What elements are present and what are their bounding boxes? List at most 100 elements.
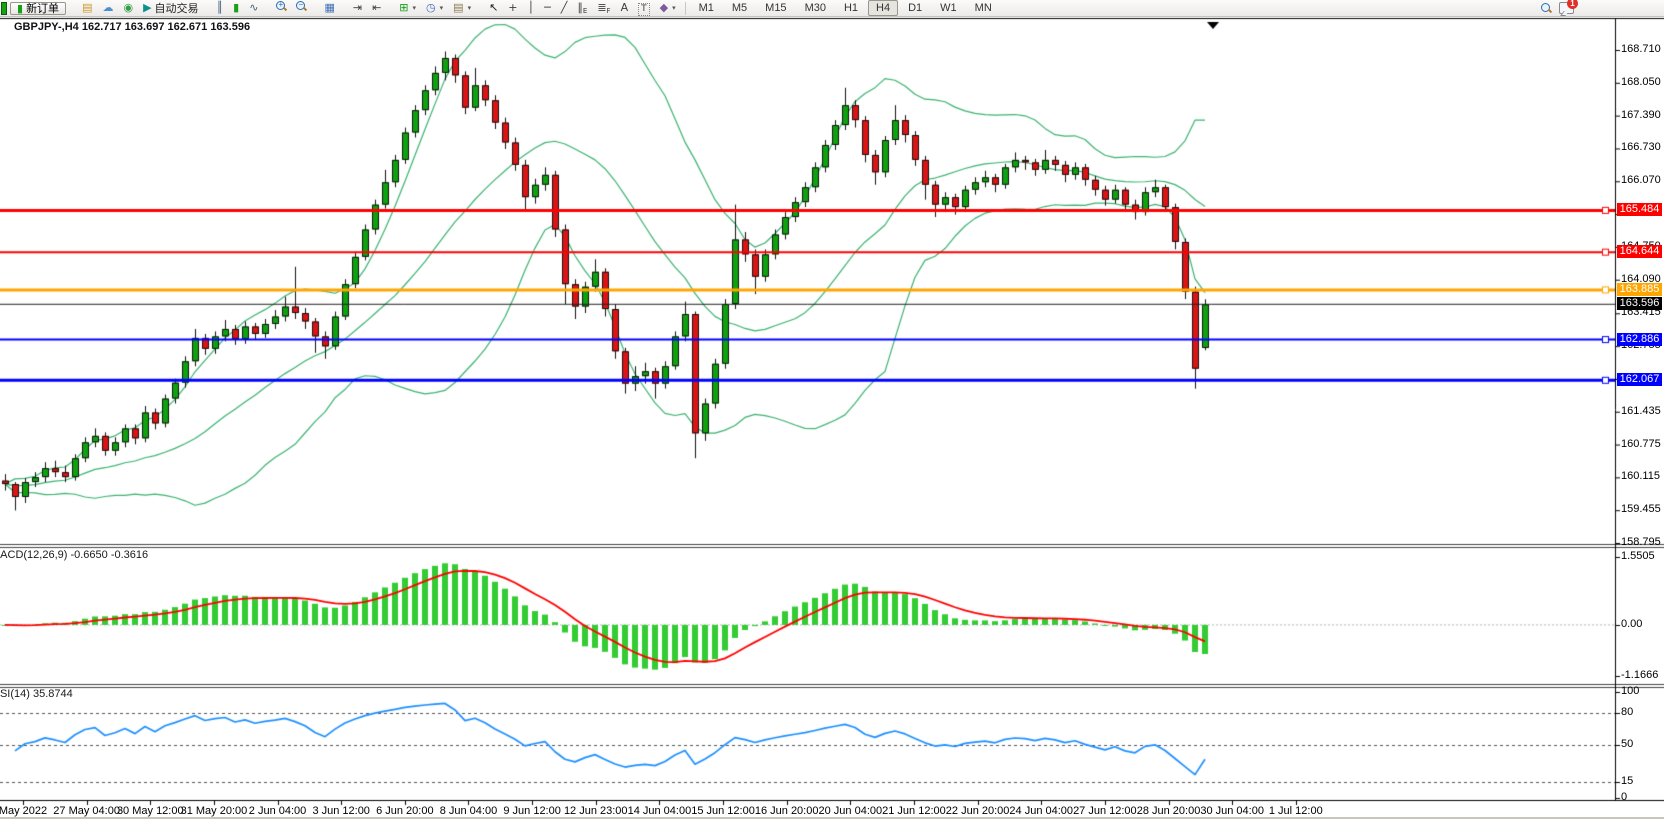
toolbar-separator bbox=[684, 1, 686, 15]
level-label-163.885[interactable]: 163.885 bbox=[1617, 282, 1662, 296]
time-axis-label: 31 May 20:00 bbox=[180, 805, 248, 817]
chart-shift-icon: ⇤ bbox=[372, 1, 382, 15]
ohlc-bars-icon: ║ bbox=[216, 1, 224, 15]
rsi-tick-label: 100 bbox=[1621, 685, 1640, 697]
rsi-tick-label: 15 bbox=[1621, 775, 1634, 787]
market-community-icon: ☁ bbox=[102, 1, 114, 15]
time-axis-label: 9 Jun 12:00 bbox=[503, 805, 561, 817]
auto-trading-button[interactable]: ▶ 自动交易 bbox=[138, 0, 203, 15]
time-axis-label: 6 Jun 20:00 bbox=[376, 805, 434, 817]
text-icon: A bbox=[620, 1, 629, 15]
chart-canvas[interactable] bbox=[0, 17, 1664, 819]
price-tick-label: 166.730 bbox=[1621, 141, 1661, 154]
candle-stub-icon bbox=[1, 1, 7, 15]
time-axis-label: 3 Jun 12:00 bbox=[312, 805, 370, 817]
price-tick-label: 168.710 bbox=[1621, 43, 1661, 55]
vertical-line-button[interactable]: │ bbox=[523, 0, 540, 15]
timeframe-mn[interactable]: MN bbox=[974, 2, 992, 14]
time-axis-label: 15 Jun 12:00 bbox=[691, 805, 755, 817]
profiles-button[interactable]: ▤ bbox=[77, 0, 97, 15]
fibonacci-button[interactable]: ≣F bbox=[592, 1, 615, 17]
level-label-162.067[interactable]: 162.067 bbox=[1617, 373, 1662, 387]
zoom-out-button[interactable]: − bbox=[291, 0, 311, 14]
zoom-in-button[interactable]: + bbox=[271, 0, 291, 14]
search-icon[interactable] bbox=[1541, 3, 1551, 13]
timeframe-m5[interactable]: M5 bbox=[731, 2, 748, 14]
candlestick-chart-icon: ▮ bbox=[233, 1, 240, 15]
zoom-in-icon: + bbox=[276, 0, 286, 11]
toolbar: ▮ 新订单 ▤ ☁ ◉ ▶ 自动交易 ║ ▮ ∿ + − ▦ ⇥ ⇤ ⊞ ▾ ◷ ▾ ▤ ▾ ↖ + │ ─ ╱ ∥E ≣F A T ◆… bbox=[0, 0, 1664, 17]
time-axis-label: 20 Jun 04:00 bbox=[818, 805, 883, 817]
auto-trading-label: 自动交易 bbox=[154, 2, 199, 15]
timeframe-d1[interactable]: D1 bbox=[908, 2, 923, 14]
new-order-button[interactable]: ▮ 新订单 bbox=[10, 1, 67, 15]
chart-shift-button[interactable]: ⇤ bbox=[367, 0, 386, 15]
ohlc-bars-button[interactable]: ║ bbox=[212, 0, 229, 15]
zoom-out-icon: − bbox=[296, 0, 306, 11]
new-order-candle-icon: ▮ bbox=[17, 1, 24, 15]
price-tick-label: 164.090 bbox=[1621, 272, 1661, 285]
arrows-icon: ◆ bbox=[659, 1, 669, 15]
level-label-164.644[interactable]: 164.644 bbox=[1617, 245, 1662, 259]
equidistant-channel-button[interactable]: ∥E bbox=[572, 1, 592, 17]
crosshair-icon: + bbox=[508, 1, 518, 15]
toolbar-right: 1 bbox=[1541, 0, 1664, 14]
price-tick-label: 167.390 bbox=[1621, 108, 1661, 121]
chart-window: GBPJPY-,H4 162.717 163.697 162.671 163.5… bbox=[0, 17, 1664, 819]
auto-scroll-button[interactable]: ⇥ bbox=[348, 0, 367, 15]
fibonacci-icon: ≣F bbox=[597, 1, 611, 16]
text-button[interactable]: A bbox=[616, 0, 634, 15]
level-label-165.484[interactable]: 165.484 bbox=[1617, 203, 1662, 217]
timeframe-w1[interactable]: W1 bbox=[940, 2, 957, 14]
time-axis-label: 14 Jun 04:00 bbox=[627, 805, 692, 817]
price-tick-label: 161.435 bbox=[1621, 404, 1661, 417]
indicators-button[interactable]: ⊞ ▾ bbox=[394, 0, 421, 15]
auto-trading-icon: ▶ bbox=[143, 1, 152, 15]
periods-icon: ◷ bbox=[426, 1, 436, 15]
chevron-down-icon: ▾ bbox=[467, 4, 472, 12]
rsi-tick-label: 0 bbox=[1621, 791, 1628, 803]
crosshair-button[interactable]: + bbox=[503, 0, 522, 15]
trendline-button[interactable]: ╱ bbox=[556, 0, 573, 15]
horizontal-line-button[interactable]: ─ bbox=[539, 0, 556, 15]
templates-button[interactable]: ▤ ▾ bbox=[448, 0, 476, 15]
candlestick-chart-button[interactable]: ▮ bbox=[228, 0, 244, 15]
chevron-down-icon: ▾ bbox=[412, 4, 417, 12]
level-label-162.886[interactable]: 162.886 bbox=[1617, 332, 1662, 346]
timeframe-m30[interactable]: M30 bbox=[804, 2, 826, 14]
line-chart-button[interactable]: ∿ bbox=[244, 0, 263, 15]
time-axis-label: 12 Jun 23:00 bbox=[563, 805, 628, 817]
tile-windows-icon: ▦ bbox=[324, 1, 335, 15]
timeframe-h4[interactable]: H4 bbox=[868, 0, 899, 16]
timeframe-h1[interactable]: H1 bbox=[843, 2, 859, 14]
tile-windows-button[interactable]: ▦ bbox=[319, 0, 339, 15]
macd-tick-label: 1.5505 bbox=[1621, 550, 1655, 562]
text-label-button[interactable]: T bbox=[633, 2, 655, 17]
timeframe-m15[interactable]: M15 bbox=[765, 2, 787, 14]
horizontal-line-icon: ─ bbox=[544, 1, 551, 15]
profiles-icon: ▤ bbox=[82, 1, 93, 15]
arrows-button[interactable]: ◆ ▾ bbox=[655, 0, 681, 15]
chart-title: GBPJPY-,H4 162.717 163.697 162.671 163.5… bbox=[14, 21, 251, 33]
chevron-down-icon: ▾ bbox=[672, 4, 676, 12]
rsi-label: RSI(14) 35.8744 bbox=[0, 688, 73, 700]
current-price-label: 163.596 bbox=[1617, 297, 1662, 311]
time-axis-label: 2 Jun 04:00 bbox=[248, 805, 307, 817]
price-tick-label: 160.775 bbox=[1621, 437, 1661, 450]
signals-button[interactable]: ◉ bbox=[118, 0, 138, 15]
line-chart-icon: ∿ bbox=[249, 1, 259, 15]
price-tick-label: 158.795 bbox=[1621, 536, 1661, 548]
rsi-tick-label: 50 bbox=[1621, 738, 1634, 750]
macd-tick-label: 0.00 bbox=[1621, 618, 1643, 630]
auto-scroll-icon: ⇥ bbox=[352, 1, 363, 15]
time-axis-label: 22 Jun 20:00 bbox=[945, 805, 1010, 817]
market-community-button[interactable]: ☁ bbox=[97, 0, 118, 15]
cursor-icon: ↖ bbox=[489, 1, 499, 15]
time-axis-label: 24 Jun 04:00 bbox=[1009, 805, 1074, 817]
price-tick-label: 166.070 bbox=[1621, 174, 1661, 187]
notifications-button[interactable]: 1 bbox=[1559, 0, 1578, 14]
timeframe-m1[interactable]: M1 bbox=[698, 2, 714, 14]
equidistant-channel-icon: ∥E bbox=[577, 1, 588, 16]
periods-button[interactable]: ◷ ▾ bbox=[421, 0, 448, 15]
cursor-button[interactable]: ↖ bbox=[484, 0, 503, 15]
